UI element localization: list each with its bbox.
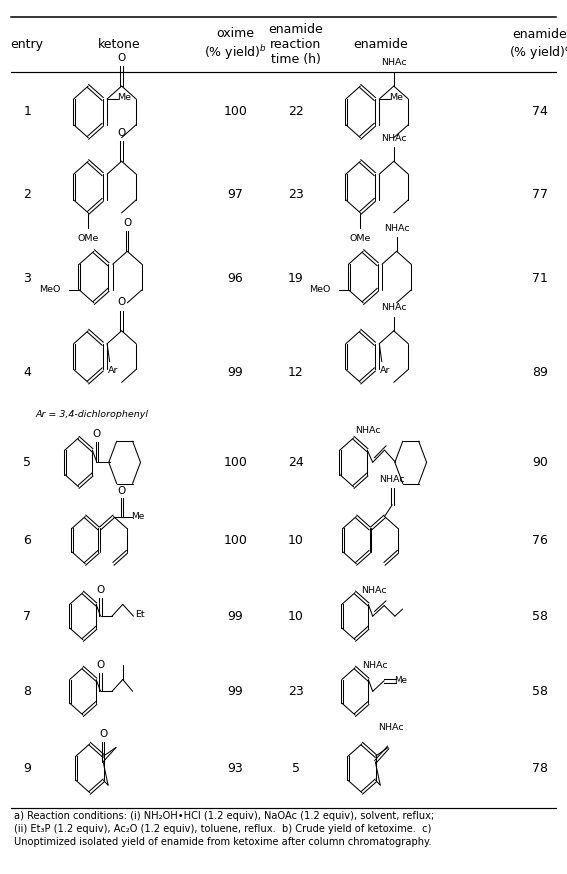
- Text: Et: Et: [135, 611, 145, 620]
- Text: 71: 71: [532, 273, 548, 285]
- Text: NHAc: NHAc: [355, 426, 380, 435]
- Text: 4: 4: [23, 366, 31, 378]
- Text: 58: 58: [532, 610, 548, 622]
- Text: 5: 5: [23, 456, 31, 468]
- Text: NHAc: NHAc: [384, 224, 409, 232]
- Text: 99: 99: [227, 366, 243, 378]
- Text: NHAc: NHAc: [379, 475, 405, 484]
- Text: 99: 99: [227, 610, 243, 622]
- Text: 93: 93: [227, 762, 243, 774]
- Text: 3: 3: [23, 273, 31, 285]
- Text: O: O: [123, 218, 132, 228]
- Text: 100: 100: [223, 456, 247, 468]
- Text: Me: Me: [394, 676, 407, 685]
- Text: 100: 100: [223, 106, 247, 118]
- Text: 76: 76: [532, 534, 548, 546]
- Text: O: O: [93, 429, 101, 440]
- Text: 6: 6: [23, 534, 31, 546]
- Text: Me: Me: [132, 512, 145, 521]
- Text: Ar: Ar: [380, 366, 391, 375]
- Text: 23: 23: [288, 685, 304, 697]
- Text: 23: 23: [288, 188, 304, 200]
- Text: O: O: [117, 52, 126, 63]
- Text: 100: 100: [223, 534, 247, 546]
- Text: 96: 96: [227, 273, 243, 285]
- Text: 10: 10: [288, 610, 304, 622]
- Text: 24: 24: [288, 456, 304, 468]
- Text: O: O: [117, 128, 126, 138]
- Text: ketone: ketone: [98, 38, 141, 51]
- Text: 22: 22: [288, 106, 304, 118]
- Text: Me: Me: [117, 94, 131, 102]
- Text: Ar: Ar: [108, 366, 119, 375]
- Text: 97: 97: [227, 188, 243, 200]
- Text: enamide: enamide: [354, 38, 408, 51]
- Text: NHAc: NHAc: [379, 724, 404, 732]
- Text: 74: 74: [532, 106, 548, 118]
- Text: 8: 8: [23, 685, 31, 697]
- Text: 12: 12: [288, 366, 304, 378]
- Text: NHAc: NHAc: [361, 586, 387, 594]
- Text: 2: 2: [23, 188, 31, 200]
- Text: NHAc: NHAc: [381, 134, 407, 142]
- Text: O: O: [117, 297, 126, 308]
- Text: 78: 78: [532, 762, 548, 774]
- Text: 89: 89: [532, 366, 548, 378]
- Text: 90: 90: [532, 456, 548, 468]
- Text: a) Reaction conditions: (i) NH₂OH•HCl (1.2 equiv), NaOAc (1.2 equiv), solvent, r: a) Reaction conditions: (i) NH₂OH•HCl (1…: [14, 811, 434, 848]
- Text: 77: 77: [532, 188, 548, 200]
- Text: Ar = 3,4-dichlorophenyl: Ar = 3,4-dichlorophenyl: [35, 410, 148, 419]
- Text: 10: 10: [288, 534, 304, 546]
- Text: OMe: OMe: [350, 234, 371, 243]
- Text: 99: 99: [227, 685, 243, 697]
- Text: 19: 19: [288, 273, 304, 285]
- Text: 58: 58: [532, 685, 548, 697]
- Text: O: O: [96, 661, 105, 670]
- Text: NHAc: NHAc: [381, 303, 407, 312]
- Text: enamide
(% yield)$^c$: enamide (% yield)$^c$: [509, 28, 567, 61]
- Text: 5: 5: [292, 762, 300, 774]
- Text: O: O: [96, 586, 105, 595]
- Text: O: O: [99, 729, 107, 739]
- Text: O: O: [118, 486, 126, 496]
- Text: 9: 9: [23, 762, 31, 774]
- Text: MeO: MeO: [40, 286, 61, 295]
- Text: MeO: MeO: [309, 286, 331, 295]
- Text: 1: 1: [23, 106, 31, 118]
- Text: NHAc: NHAc: [381, 59, 407, 67]
- Text: NHAc: NHAc: [362, 661, 388, 669]
- Text: OMe: OMe: [78, 234, 99, 243]
- Text: 7: 7: [23, 610, 31, 622]
- Text: Me: Me: [389, 94, 403, 102]
- Text: enamide
reaction
time (h): enamide reaction time (h): [269, 23, 323, 66]
- Text: entry: entry: [11, 38, 44, 51]
- Text: oxime
(% yield)$^b$: oxime (% yield)$^b$: [204, 27, 266, 62]
